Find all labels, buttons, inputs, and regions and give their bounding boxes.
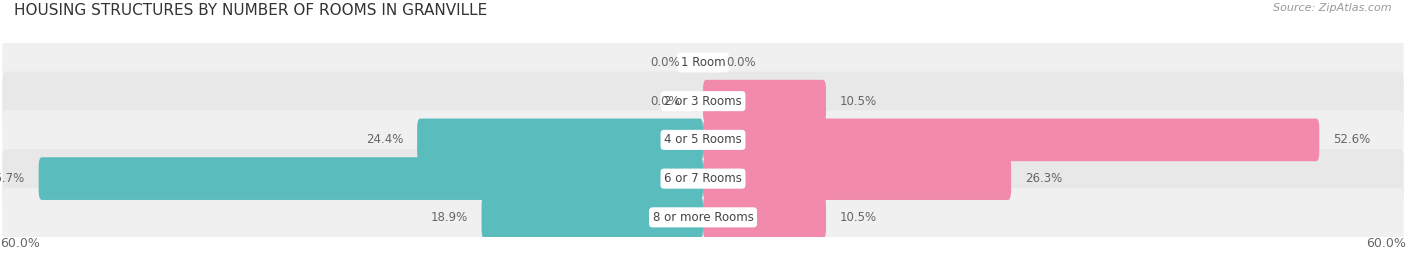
Text: Source: ZipAtlas.com: Source: ZipAtlas.com <box>1274 3 1392 13</box>
FancyBboxPatch shape <box>703 196 827 239</box>
Text: 0.0%: 0.0% <box>650 56 679 69</box>
FancyBboxPatch shape <box>703 157 1011 200</box>
Text: 6 or 7 Rooms: 6 or 7 Rooms <box>664 172 742 185</box>
Text: 60.0%: 60.0% <box>1367 238 1406 250</box>
Text: HOUSING STRUCTURES BY NUMBER OF ROOMS IN GRANVILLE: HOUSING STRUCTURES BY NUMBER OF ROOMS IN… <box>14 3 488 18</box>
Text: 0.0%: 0.0% <box>650 95 679 108</box>
FancyBboxPatch shape <box>481 196 703 239</box>
Text: 0.0%: 0.0% <box>727 56 756 69</box>
Text: 24.4%: 24.4% <box>366 133 404 146</box>
Text: 60.0%: 60.0% <box>0 238 39 250</box>
Text: 56.7%: 56.7% <box>0 172 24 185</box>
FancyBboxPatch shape <box>418 119 703 161</box>
FancyBboxPatch shape <box>703 80 827 122</box>
FancyBboxPatch shape <box>3 111 1403 169</box>
Text: 18.9%: 18.9% <box>430 211 467 224</box>
Text: 8 or more Rooms: 8 or more Rooms <box>652 211 754 224</box>
Text: 1 Room: 1 Room <box>681 56 725 69</box>
Text: 2 or 3 Rooms: 2 or 3 Rooms <box>664 95 742 108</box>
FancyBboxPatch shape <box>703 119 1319 161</box>
Text: 4 or 5 Rooms: 4 or 5 Rooms <box>664 133 742 146</box>
FancyBboxPatch shape <box>3 188 1403 247</box>
FancyBboxPatch shape <box>38 157 703 200</box>
Text: 52.6%: 52.6% <box>1333 133 1371 146</box>
Text: 10.5%: 10.5% <box>841 211 877 224</box>
FancyBboxPatch shape <box>3 149 1403 208</box>
FancyBboxPatch shape <box>3 72 1403 130</box>
FancyBboxPatch shape <box>3 33 1403 92</box>
Text: 10.5%: 10.5% <box>841 95 877 108</box>
Text: 26.3%: 26.3% <box>1025 172 1063 185</box>
